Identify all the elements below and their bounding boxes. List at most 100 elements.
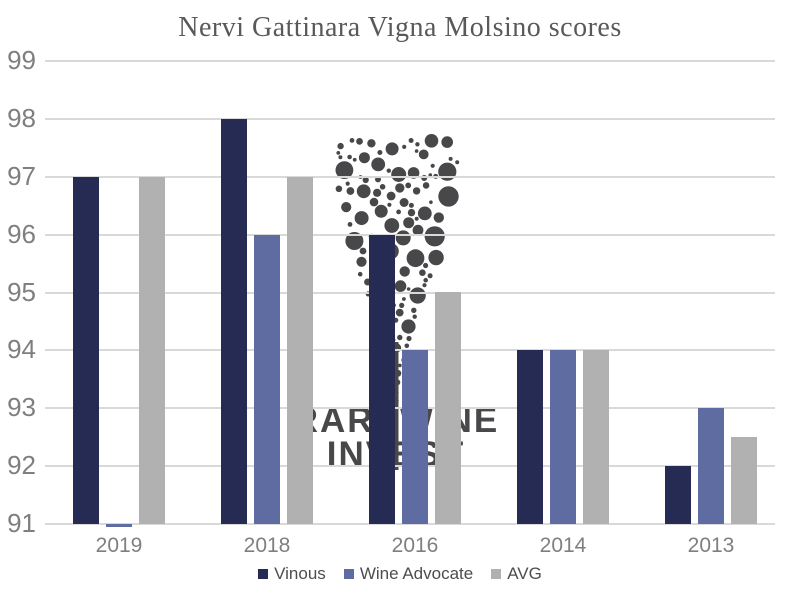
watermark-dot — [367, 139, 376, 148]
watermark-dot — [419, 269, 426, 276]
watermark-dot — [356, 138, 363, 145]
watermark-dot — [412, 314, 417, 319]
watermark-dot — [401, 319, 416, 334]
watermark-dot — [335, 185, 343, 193]
bar-2019-wine-advocate — [106, 524, 132, 527]
watermark-dot — [357, 271, 363, 277]
legend-item-avg: AVG — [491, 564, 542, 584]
bar-2013-avg — [731, 437, 757, 524]
watermark-dot — [428, 249, 444, 266]
watermark-dot — [354, 211, 369, 226]
watermark-dot — [397, 334, 403, 341]
watermark-dot — [345, 181, 350, 186]
watermark-dot — [405, 182, 412, 189]
watermark-dot — [377, 150, 383, 155]
bar-2014-avg — [583, 350, 609, 524]
watermark-dot — [427, 273, 433, 279]
watermark-dot — [422, 283, 427, 288]
watermark-dot — [412, 187, 421, 195]
watermark-dot — [386, 168, 391, 173]
y-axis-tick-label: 97 — [7, 160, 36, 191]
x-axis-tick-label: 2019 — [95, 534, 143, 557]
x-axis-tick-label: 2018 — [243, 534, 291, 557]
watermark-dot — [418, 149, 429, 160]
watermark-dot — [406, 335, 412, 342]
bar-2014-wine-advocate — [550, 350, 576, 524]
bar-2018-wine-advocate — [254, 235, 280, 524]
watermark-dot — [395, 183, 405, 193]
watermark-dot — [398, 363, 402, 368]
gridline — [45, 60, 775, 62]
y-axis-tick-label: 93 — [7, 392, 36, 423]
legend-swatch — [491, 569, 502, 579]
watermark-dot — [337, 142, 344, 150]
gridline — [45, 291, 775, 294]
watermark-dot — [336, 151, 341, 155]
watermark-dot — [403, 217, 415, 229]
watermark-dot — [433, 212, 444, 223]
watermark-dot — [395, 308, 404, 317]
legend-item-wine-advocate: Wine Advocate — [343, 564, 474, 584]
watermark-dot — [423, 277, 428, 283]
bar-2014-vinous — [517, 350, 543, 524]
watermark-dot — [386, 191, 396, 201]
watermark-dot — [347, 154, 352, 160]
watermark-dot — [341, 202, 352, 213]
watermark-dot — [441, 136, 453, 148]
watermark-dot — [387, 202, 392, 207]
watermark-dot — [406, 249, 425, 268]
watermark-dot — [408, 202, 414, 208]
gridline — [45, 523, 775, 525]
bar-2013-vinous — [665, 466, 691, 524]
bar-2016-avg — [435, 292, 461, 524]
watermark-dot — [346, 187, 355, 195]
watermark-dot — [407, 208, 416, 217]
watermark-dot — [415, 142, 420, 147]
watermark-dot — [412, 224, 424, 236]
watermark-dot — [396, 209, 401, 215]
legend-label: AVG — [507, 564, 542, 583]
y-axis-tick-label: 92 — [7, 450, 36, 481]
watermark-dot — [359, 247, 367, 255]
watermark-dot — [362, 176, 369, 184]
watermark-dot — [409, 287, 426, 304]
gridline — [45, 233, 775, 236]
watermark-dot — [438, 186, 459, 207]
legend-label: Wine Advocate — [359, 564, 474, 583]
watermark-dot — [335, 161, 354, 179]
watermark-dot — [424, 134, 439, 148]
y-axis-tick-label: 91 — [7, 508, 36, 538]
legend-item-vinous: Vinous — [258, 564, 326, 584]
bar-2016-vinous — [369, 235, 395, 524]
watermark-dot — [414, 216, 419, 221]
watermark-dot — [373, 188, 382, 197]
watermark-dot — [448, 156, 453, 161]
y-axis-tick-label: 98 — [7, 102, 36, 133]
plot-area — [45, 60, 785, 527]
watermark-dot — [399, 198, 409, 207]
watermark-dot — [423, 262, 429, 269]
watermark-dot — [394, 280, 407, 292]
watermark-dot — [369, 197, 379, 207]
watermark-dot — [424, 226, 445, 247]
watermark-dot — [455, 160, 460, 165]
gridline — [45, 175, 775, 178]
watermark-dot — [385, 142, 399, 156]
watermark-dot — [391, 167, 407, 182]
watermark-dot — [374, 204, 388, 218]
bar-2018-avg — [287, 177, 313, 524]
watermark-dot — [349, 138, 355, 143]
watermark-dot — [338, 155, 343, 160]
watermark-dot — [356, 184, 371, 199]
bar-2013-wine-advocate — [698, 408, 724, 524]
chart-title: Nervi Gattinara Vigna Molsino scores — [178, 12, 622, 43]
watermark-dot — [356, 256, 367, 267]
y-axis-tick-label: 99 — [7, 45, 36, 75]
legend-swatch — [343, 569, 354, 579]
bar-2019-vinous — [73, 177, 99, 524]
watermark-dot — [402, 297, 406, 301]
glass-stem-icon — [393, 342, 399, 470]
watermark-dot — [430, 163, 435, 168]
watermark-dot — [379, 184, 386, 190]
